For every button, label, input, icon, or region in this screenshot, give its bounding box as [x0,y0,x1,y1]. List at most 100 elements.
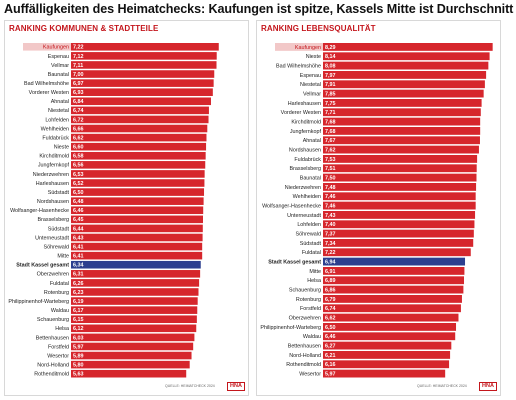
value-label: 6,74 [325,306,336,312]
bar [323,192,476,201]
top-rank-label-bg [23,43,71,51]
value-label: 6,48 [73,199,84,205]
value-label: 6,97 [73,81,84,87]
ranking-kommunen-chart: Kaufungen 7,22 Espenau 7,12 Vellmar 7,11 Bauna… [8,43,219,378]
bar [71,306,198,314]
value-label: 6,86 [325,287,336,293]
bar [71,270,201,278]
value-label: 6,12 [73,326,84,332]
category-label: Mitte [309,269,321,275]
value-label: 6,62 [73,135,84,141]
hna-logo: HNA [227,382,245,391]
value-label: 7,40 [325,222,336,228]
value-label: 6,21 [325,353,336,359]
value-label: 7,97 [325,73,336,79]
value-label: 6,60 [73,145,84,151]
category-label: Espenau [300,73,321,79]
category-label: Nord-Holland [37,363,69,369]
value-label: 6,94 [325,259,336,265]
value-label: 6,62 [325,315,336,321]
category-label: Nordshausen [289,147,321,153]
bar [323,52,490,61]
value-label: 6,93 [73,90,84,96]
panel-ranking-lebensqualitaet: RANKING LEBENSQUALITÄT Kaufungen 8,29 Nies… [256,20,501,396]
value-label: 7,22 [325,250,336,256]
category-label: Wolfsanger-Hasenhecke [262,203,321,209]
category-label: Jungfernkopf [290,129,322,135]
category-label: Forstfeld [300,306,321,312]
value-label: 7,12 [73,54,84,60]
category-label: Oberzwehren [289,315,321,321]
value-label: 7,62 [325,147,336,153]
chart-title: RANKING LEBENSQUALITÄT [261,24,376,33]
value-label: 6,52 [73,181,84,187]
category-label: Lohfelden [297,222,321,228]
bar [323,99,482,107]
bar [323,127,481,135]
value-label: 7,34 [325,241,336,247]
category-label: Rotenburg [44,290,69,296]
value-label: 7,43 [325,213,336,219]
bar [323,61,489,70]
category-label: Harleshausen [288,101,321,107]
value-label: 8,29 [325,45,336,51]
bar [323,341,452,350]
value-label: 7,37 [325,231,336,237]
bar [323,248,471,257]
value-label: 6,79 [325,297,336,303]
category-label: Brasselsberg [290,166,321,172]
value-label: 7,46 [325,203,336,209]
value-label: 7,22 [73,45,84,51]
ranking-lebensqualitaet-chart: Kaufungen 8,29 Nieste 8,14 Bad Wilhelmshöhe 8… [260,43,493,378]
bar [71,369,187,378]
category-label: Fuldabrück [294,157,321,163]
category-label: Wesertor [299,371,321,377]
value-label: 6,50 [325,325,336,331]
bar [323,276,465,285]
bar [323,229,474,238]
value-label: 7,85 [325,91,336,97]
value-label: 8,14 [325,54,336,60]
value-label: 6,17 [73,308,84,314]
bar [323,211,476,219]
bar [71,97,211,106]
value-label: 6,46 [325,334,336,340]
category-label: Niederzwehren [285,185,321,191]
value-label: 6,44 [73,226,84,232]
bar [71,52,217,60]
bar [323,369,446,378]
bar [71,179,205,187]
bar [323,285,464,294]
category-label: Nordshausen [37,199,69,205]
category-label: Oberzwehren [37,272,69,278]
source-credit: QUELLE: HEIMATCHECK 2024 [165,384,215,388]
value-label: 6,50 [73,190,84,196]
value-label: 6,89 [325,278,336,284]
bar [71,70,215,78]
value-label: 8,08 [325,63,336,69]
chart-title: RANKING KOMMUNEN & STADTTEILE [9,24,159,33]
bar [323,173,477,182]
bar [71,133,207,142]
value-label: 7,50 [325,175,336,181]
bar [323,360,450,369]
category-label: Vorderer Westen [29,90,69,96]
category-label: Brasselsberg [38,217,69,223]
bar [323,89,484,98]
category-label: Bettenhausen [288,343,321,349]
category-label: Wolfsanger-Hasenhecke [10,208,69,214]
category-label: Südstadt [48,226,70,232]
category-label-highlight: Stadt Kassel gesamt [16,263,69,269]
value-label: 6,72 [73,117,84,123]
value-label: 6,91 [325,269,336,275]
bar [71,79,214,87]
bar [323,239,474,247]
bar [71,106,209,115]
bar [71,279,200,287]
category-label: Fuldatal [50,281,69,287]
bar [71,324,197,333]
value-label: 5,97 [325,371,336,377]
category-label: Kirchditmold [291,119,321,125]
category-label: Fuldabrück [42,135,69,141]
category-label: Nord-Holland [289,353,321,359]
